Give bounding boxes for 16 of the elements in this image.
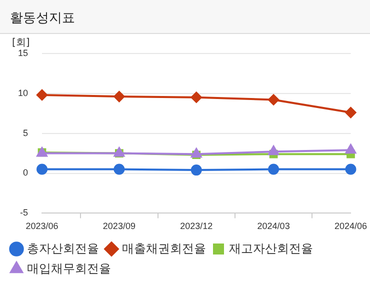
chart-title: 활동성지표 [0,0,370,34]
y-tick-label: 10 [18,88,28,98]
x-tick-label: 2024/06 [334,221,368,232]
y-tick-label: 0 [22,168,28,178]
legend-label: 매입채무회전율 [27,261,111,276]
legend-label: 재고자산회전율 [229,241,313,256]
legend-label: 총자산회전율 [27,241,99,256]
x-tick-label: 2023/09 [102,221,136,232]
y-tick-label: 15 [18,48,28,58]
x-tick-label: 2024/03 [257,221,290,232]
y-tick-label: 5 [22,128,28,138]
x-tick-label: 2023/06 [26,221,58,232]
legend-label: 매출채권회전율 [122,241,206,256]
y-axis-title: [회] [12,38,30,49]
x-tick-label: 2023/12 [180,221,213,232]
y-tick-label: -5 [20,208,28,218]
